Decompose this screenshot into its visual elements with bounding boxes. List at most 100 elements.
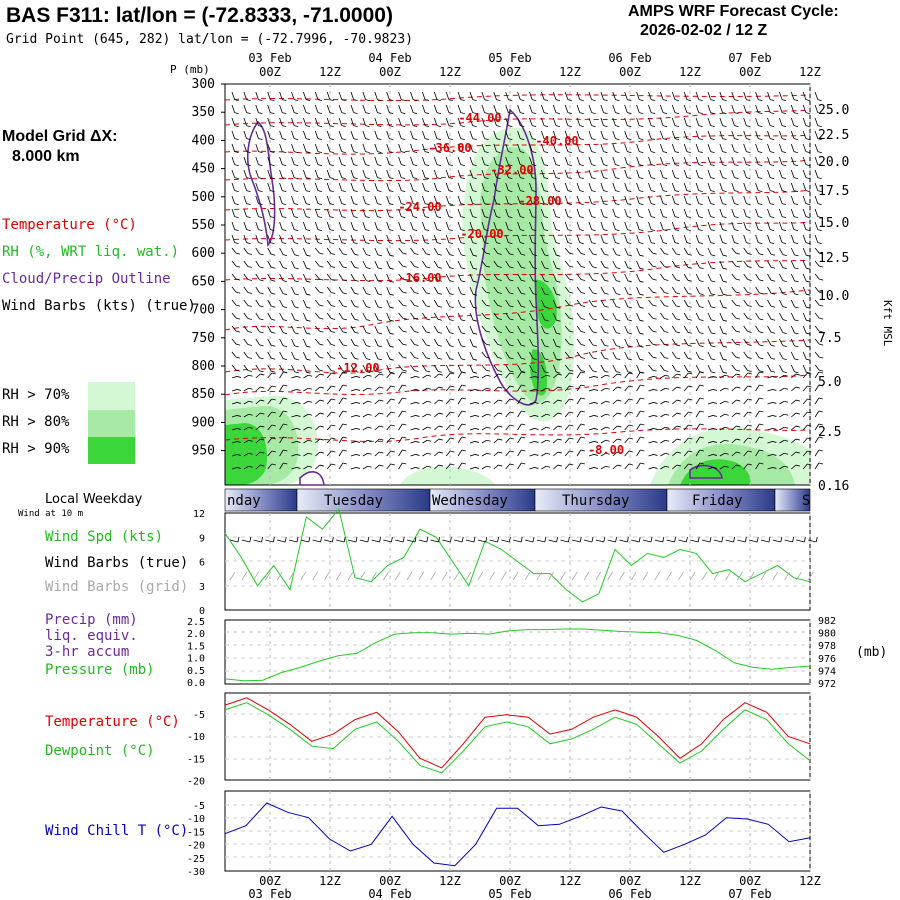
wind-barb	[231, 299, 237, 306]
wind-barb	[410, 104, 414, 113]
wind-barb	[755, 208, 759, 217]
wind-barb	[564, 385, 570, 392]
wind-barb-feather	[592, 331, 597, 334]
wind-barb-feather	[247, 279, 252, 281]
wind-barb-feather	[532, 99, 537, 102]
wind-barb	[445, 234, 450, 243]
wind-barb	[564, 286, 570, 293]
wind-barb-feather	[331, 385, 336, 388]
surface-wind-barb	[406, 539, 416, 543]
wind-barb	[564, 234, 569, 243]
wind-barb	[231, 117, 236, 126]
wind-barb	[612, 425, 618, 431]
wind-barb-feather	[758, 99, 763, 102]
windchill-tick-label: -15	[187, 827, 205, 838]
wind-barb	[648, 143, 652, 152]
wind-barb-feather	[546, 439, 551, 442]
wind-barb	[481, 387, 487, 392]
wind-barb-feather	[308, 426, 313, 429]
wind-barb-feather	[294, 138, 299, 141]
wind-barb	[291, 182, 295, 191]
wind-barb	[410, 234, 414, 243]
wind-barb-feather	[401, 99, 406, 102]
wind-barb	[291, 273, 296, 282]
wind-barb-feather	[555, 125, 561, 128]
wind-barb-feather	[496, 242, 501, 245]
wind-barb	[636, 273, 640, 282]
grid-wind-barb	[383, 571, 389, 581]
wind-barb	[719, 439, 725, 444]
wind-barb-feather	[389, 112, 394, 115]
wind-barb-feather	[497, 331, 502, 333]
surface-wind-barb-feather	[473, 536, 476, 543]
wind-barb-feather	[271, 279, 276, 282]
surface-wind-barb-feather	[745, 536, 747, 543]
wind-barb-feather	[498, 373, 503, 376]
wind-barb	[326, 247, 332, 254]
wind-barb	[660, 299, 665, 306]
wind-barb-feather	[259, 292, 264, 295]
wind-barb	[481, 325, 487, 332]
wind-barb	[469, 389, 476, 392]
wind-barb-feather	[353, 164, 358, 167]
wind-barb	[314, 247, 320, 254]
wind-barb-feather	[367, 465, 372, 468]
bottom-date-label: 06 Feb	[608, 887, 651, 900]
wind-barb	[350, 286, 355, 294]
wind-barb-feather	[354, 253, 359, 256]
wind-barb	[564, 260, 570, 267]
wind-barb	[433, 286, 439, 294]
wind-barb	[576, 436, 582, 444]
wind-barb-feather	[781, 203, 787, 206]
wind-barb-feather	[781, 229, 787, 232]
wind-barb	[660, 364, 665, 371]
wind-barb	[231, 208, 236, 217]
wind-barb-feather	[722, 151, 727, 154]
wind-barb-feather	[557, 412, 562, 415]
wind-barb-feather	[474, 402, 480, 404]
wind-barb	[410, 467, 416, 470]
wind-barb-feather	[616, 345, 621, 347]
wind-barb	[398, 351, 404, 358]
wind-barb	[386, 437, 392, 444]
wind-barb-feather	[401, 216, 406, 219]
wind-barb-feather	[651, 125, 656, 128]
bottom-hour-label: 00Z	[499, 874, 521, 888]
wind-barb	[279, 436, 284, 444]
wind-barb-feather	[426, 370, 431, 373]
wind-barb	[588, 325, 594, 333]
weekday-label: Friday	[692, 493, 743, 509]
wind-barb-feather	[806, 319, 811, 322]
wind-barb-feather	[365, 216, 370, 219]
wind-barb	[350, 351, 355, 359]
wind-barb	[445, 398, 451, 405]
wind-barb-feather	[520, 216, 525, 219]
wind-barb-feather	[308, 439, 313, 442]
wind-barb	[564, 411, 570, 418]
wind-barb-feather	[782, 345, 787, 347]
wind-barb-feather	[580, 436, 585, 439]
wind-barb	[529, 156, 533, 165]
wind-barb-feather	[770, 99, 775, 102]
wind-barb	[660, 273, 665, 280]
wind-barb-feather	[746, 190, 751, 193]
wind-barb-feather	[747, 398, 752, 401]
wind-barb	[505, 398, 511, 405]
wind-barb-feather	[329, 164, 334, 167]
pressure-tick-label: 972	[818, 679, 836, 690]
wind-barb-feather	[544, 280, 549, 283]
wind-barb	[779, 91, 783, 100]
wind-barb-feather	[784, 465, 789, 468]
grid-wind-barb	[807, 571, 814, 581]
wind-barb-feather	[555, 216, 561, 219]
wind-barb-feather	[615, 138, 620, 141]
wind-barb	[564, 450, 570, 457]
wind-barb-feather	[472, 371, 478, 374]
wind-barb	[648, 389, 654, 392]
wind-barb-feather	[686, 203, 691, 206]
wind-barb-feather	[711, 293, 716, 296]
wind-barb-feather	[569, 343, 574, 346]
grid-wind-barb	[571, 571, 578, 581]
wind-barb-feather	[592, 318, 597, 321]
